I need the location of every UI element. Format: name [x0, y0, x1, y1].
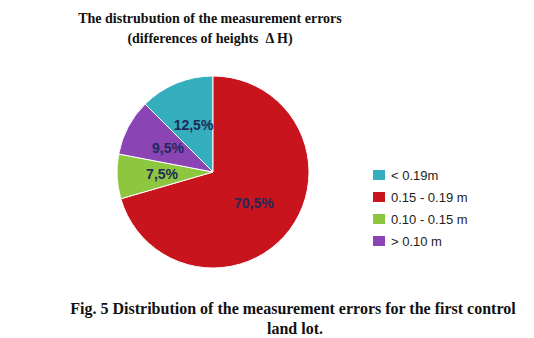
svg-text:Fig. 5 Distribution of the mea: Fig. 5 Distribution of the measurement e…: [70, 300, 519, 318]
svg-text:9,5%: 9,5%: [152, 140, 184, 156]
svg-text:The distrubution of the measur: The distrubution of the measurement erro…: [78, 11, 342, 26]
svg-text:70,5%: 70,5%: [234, 195, 274, 211]
svg-text:7,5%: 7,5%: [146, 166, 178, 182]
svg-text:< 0.19m: < 0.19m: [391, 168, 438, 183]
svg-text:12,5%: 12,5%: [174, 117, 214, 133]
svg-text:0.15 - 0.19 m: 0.15 - 0.19 m: [391, 190, 468, 205]
svg-text:0.10 - 0.15 m: 0.10 - 0.15 m: [391, 212, 468, 227]
svg-text:(differences of heights Δ H): (differences of heights Δ H): [127, 31, 293, 47]
svg-text:> 0.10 m: > 0.10 m: [391, 234, 442, 249]
svg-text:land lot.: land lot.: [267, 320, 323, 337]
